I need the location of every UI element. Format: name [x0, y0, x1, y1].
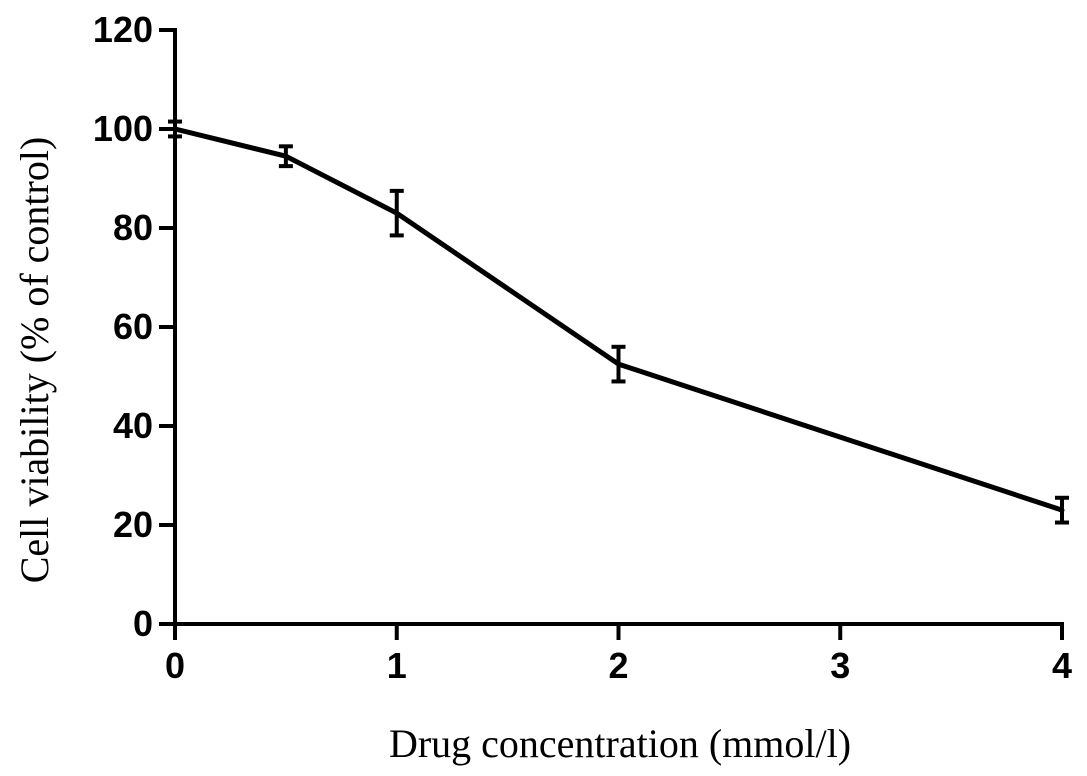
data-point [1059, 507, 1065, 513]
y-axis-title: Cell viability (% of control) [12, 137, 57, 584]
x-tick-label: 4 [1052, 645, 1072, 686]
y-tick-label: 80 [113, 207, 153, 248]
x-tick-label: 1 [387, 645, 407, 686]
y-tick-label: 0 [133, 603, 153, 644]
x-tick-label: 3 [830, 645, 850, 686]
x-tick-label: 0 [165, 645, 185, 686]
data-point [616, 361, 621, 367]
data-point [394, 210, 400, 216]
y-tick-label: 20 [113, 504, 153, 545]
series [168, 119, 1069, 525]
y-tick-label: 60 [113, 306, 153, 347]
data-point [172, 126, 178, 132]
y-tick-label: 120 [93, 9, 153, 50]
x-axis-title: Drug concentration (mmol/l) [389, 721, 851, 766]
y-tick-label: 100 [93, 108, 153, 149]
x-tick-label: 2 [608, 645, 628, 686]
y-tick-label: 40 [113, 405, 153, 446]
data-point [283, 153, 289, 159]
series-line [174, 126, 1063, 513]
axes: 0 20 40 60 80 100 120 0 1 2 3 4 [93, 9, 1072, 686]
